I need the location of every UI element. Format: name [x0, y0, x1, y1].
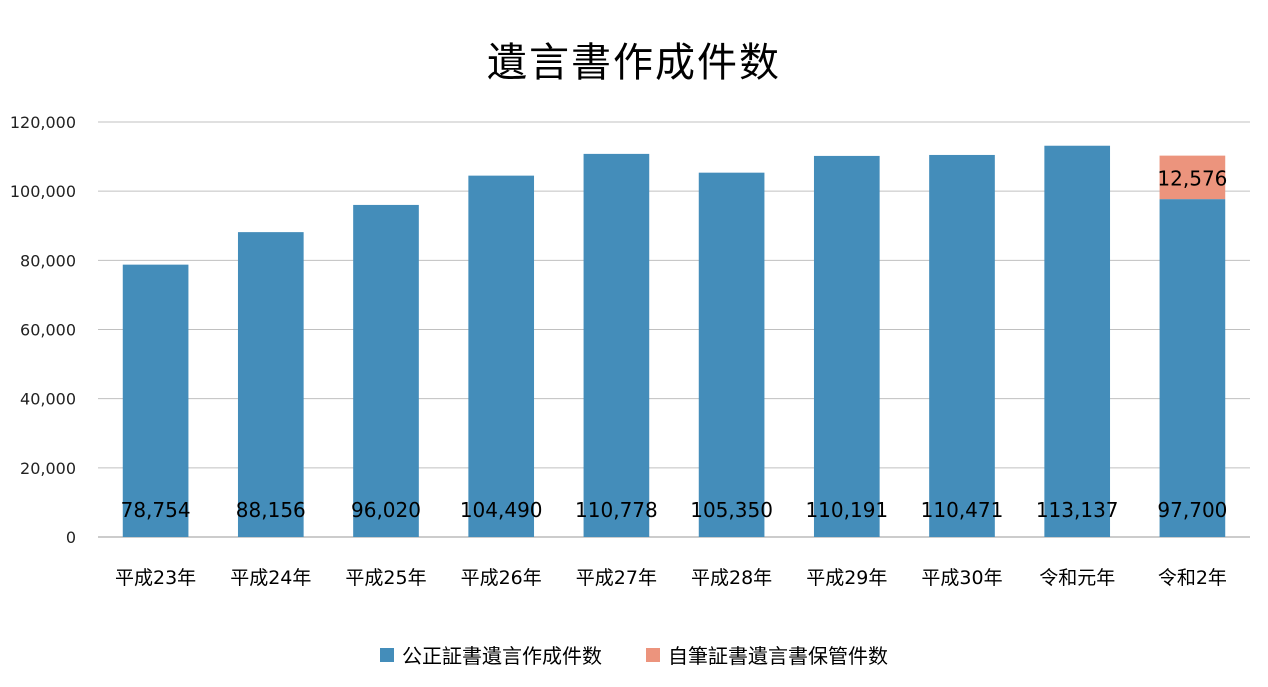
- x-tick-label: 平成27年: [576, 567, 657, 589]
- chart-title: 遺言書作成件数: [487, 40, 781, 86]
- x-tick-label: 平成26年: [461, 567, 542, 589]
- y-tick-label: 100,000: [10, 182, 76, 201]
- legend-item-notarial: 公正証書遺言作成件数: [380, 640, 602, 669]
- x-tick-label: 平成28年: [691, 567, 772, 589]
- data-label: 97,700: [1157, 498, 1227, 522]
- data-labels: 78,754 88,156 96,020 104,490 110,778 105,350 1…: [121, 166, 1228, 522]
- legend-label: 自筆証書遺言書保管件数: [668, 644, 888, 668]
- x-tick-label: 令和2年: [1158, 567, 1227, 589]
- data-label: 105,350: [690, 498, 773, 522]
- bar-notarial: [583, 153, 650, 537]
- y-tick-label: 40,000: [20, 390, 76, 409]
- bar-notarial: [698, 172, 765, 537]
- bar-notarial: [237, 232, 304, 537]
- x-tick-label: 平成23年: [115, 567, 196, 589]
- legend-item-holographic: 自筆証書遺言書保管件数: [646, 640, 888, 669]
- bars: [122, 145, 1226, 538]
- x-tick-label: 令和元年: [1039, 567, 1115, 589]
- data-label: 113,137: [1036, 498, 1119, 522]
- legend-swatch: [380, 647, 394, 662]
- data-label: 110,471: [921, 498, 1004, 522]
- bar-notarial: [929, 154, 995, 537]
- bar-holographic: [1159, 155, 1226, 200]
- legend-label: 公正証書遺言作成件数: [402, 644, 602, 668]
- y-tick-label: 0: [66, 528, 76, 547]
- legend: 公正証書遺言作成件数 自筆証書遺言書保管件数: [0, 640, 1268, 669]
- data-label: 12,576: [1157, 166, 1227, 190]
- y-tick-label: 20,000: [20, 459, 76, 478]
- data-label: 110,191: [805, 498, 888, 522]
- y-tick-label: 80,000: [20, 251, 76, 270]
- bar-notarial: [353, 204, 419, 537]
- bar-notarial: [813, 155, 880, 537]
- data-label: 96,020: [351, 498, 421, 522]
- x-tick-label: 平成24年: [230, 567, 311, 589]
- y-tick-label: 60,000: [20, 321, 76, 340]
- legend-swatch: [646, 647, 660, 662]
- data-label: 104,490: [460, 498, 543, 522]
- bar-notarial: [122, 264, 189, 537]
- data-label: 110,778: [575, 498, 658, 522]
- x-tick-label: 平成30年: [921, 567, 1002, 589]
- bar-notarial: [468, 175, 535, 538]
- bar-notarial: [1044, 145, 1111, 537]
- bar-notarial: [1159, 199, 1226, 537]
- y-axis-ticks: 0 20,000 40,000 60,000 80,000 100,000 120,000: [10, 113, 76, 547]
- data-label: 78,754: [121, 498, 191, 522]
- x-tick-label: 平成25年: [345, 567, 426, 589]
- data-label: 88,156: [236, 498, 306, 522]
- x-tick-label: 平成29年: [806, 567, 887, 589]
- y-tick-label: 120,000: [10, 113, 76, 132]
- x-axis-ticks: 平成23年 平成24年 平成25年 平成26年 平成27年 平成28年 平成29年 平成30年…: [115, 567, 1227, 589]
